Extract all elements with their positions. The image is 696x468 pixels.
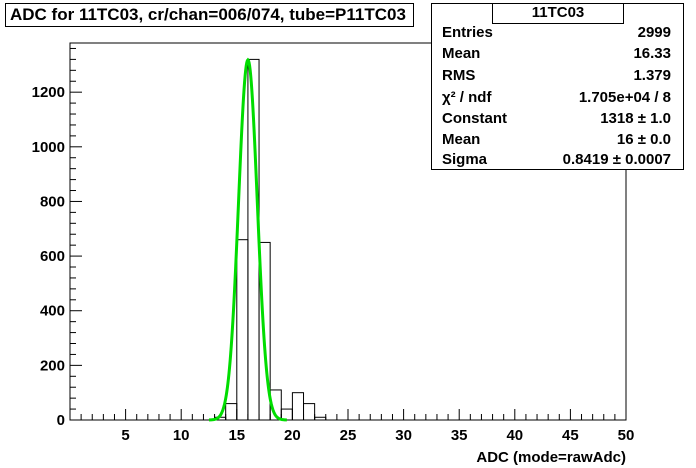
y-tick-label: 1000 [32,139,65,156]
x-tick-label: 35 [451,427,468,444]
y-tick-label: 400 [40,303,65,320]
x-tick-label: 45 [562,427,579,444]
stats-title: 11TC03 [492,4,624,24]
x-tick-label: 20 [284,427,301,444]
histogram-bar [225,403,238,421]
stats-row-sigma: Sigma 0.8419 ± 0.0007 [442,151,671,173]
stats-row-entries: Entries 2999 [442,24,671,46]
x-tick-label: 5 [121,427,129,444]
stats-value: 0.8419 ± 0.0007 [562,151,671,168]
y-tick-label: 600 [40,248,65,265]
chart-title: ADC for 11TC03, cr/chan=006/074, tube=P1… [5,3,414,27]
x-tick-label: 40 [506,427,523,444]
stats-value: 16 ± 0.0 [616,131,671,148]
stats-row-rms: RMS 1.379 [442,67,671,89]
stats-value: 2999 [637,24,671,41]
stats-row-fit-mean: Mean 16 ± 0.0 [442,131,671,153]
histogram-bar [303,403,316,421]
stats-row-constant: Constant 1318 ± 1.0 [442,110,671,132]
x-axis-label: ADC (mode=rawAdc) [476,449,626,466]
stats-row-chi2: χ² / ndf 1.705e+04 / 8 [442,89,671,111]
y-tick-label: 200 [40,357,65,374]
histogram-bar [291,392,305,421]
stats-value: 1318 ± 1.0 [600,110,671,127]
stats-key: RMS [442,67,476,84]
stats-box: 11TC03 Entries 2999 Mean 16.33 RMS 1.379… [431,3,684,170]
stats-key: χ² / ndf [442,89,492,106]
stats-key: Mean [442,131,481,148]
histogram-bar [258,241,271,421]
y-tick-label: 800 [40,193,65,210]
y-tick-label: 1200 [32,84,65,101]
stats-key: Entries [442,24,493,41]
gaussian-fit-curve [208,57,287,422]
stats-key: Sigma [442,151,488,168]
x-tick-label: 30 [395,427,412,444]
y-tick-label: 0 [57,412,65,429]
stats-key: Constant [442,110,507,127]
stats-row-mean: Mean 16.33 [442,45,671,67]
stats-value: 1.705e+04 / 8 [578,89,671,106]
histogram-bar [314,416,327,421]
x-tick-label: 50 [618,427,635,444]
histogram-bar [236,239,249,421]
x-tick-label: 10 [173,427,190,444]
x-tick-label: 15 [228,427,245,444]
x-tick-label: 25 [340,427,357,444]
stats-value: 1.379 [633,67,671,84]
stats-value: 16.33 [633,45,671,62]
stats-key: Mean [442,45,481,62]
